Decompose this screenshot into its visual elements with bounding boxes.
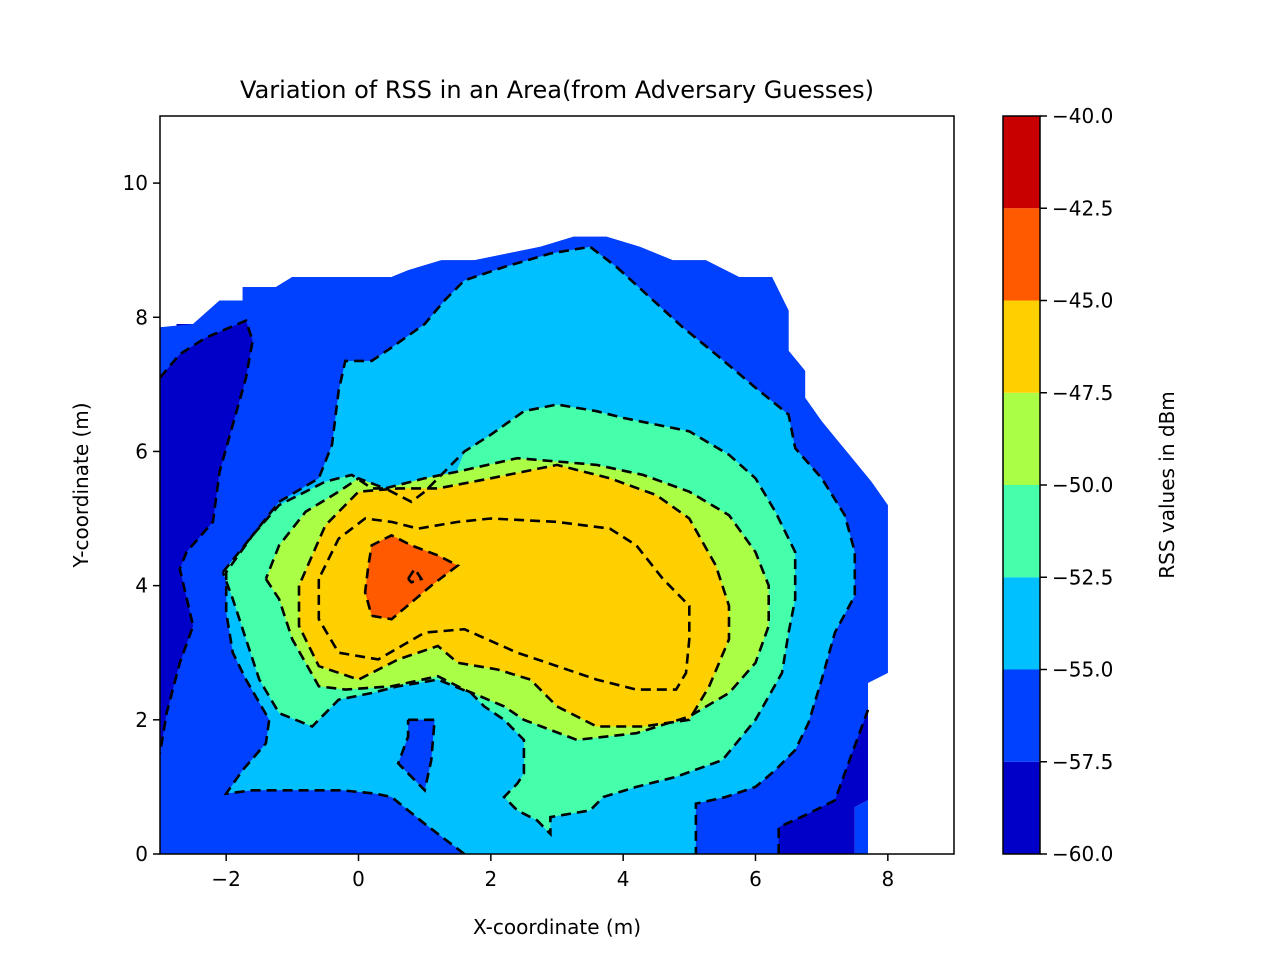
- x-axis-label: X-coordinate (m): [473, 915, 641, 939]
- colorbar-tick-label: −40.0: [1052, 104, 1113, 128]
- y-axis-label: Y-coordinate (m): [69, 402, 93, 568]
- contour-line-8: [317, 517, 691, 691]
- colorbar-band-7: [1003, 116, 1040, 209]
- y-tick-label: 4: [135, 574, 148, 598]
- contour-line-10: [407, 566, 424, 584]
- contour-region-1: [160, 236, 888, 854]
- plot-frame: [159, 115, 955, 855]
- colorbar-tick-label: −60.0: [1052, 842, 1113, 866]
- chart-title: Variation of RSS in an Area(from Adversa…: [240, 76, 874, 104]
- contour-line-0: [160, 318, 254, 754]
- x-tick-label: −2: [211, 867, 240, 891]
- contour-line-5: [221, 403, 797, 838]
- contour-line-3: [223, 245, 618, 854]
- contour-line-9: [363, 533, 461, 621]
- contour-region-8: [365, 535, 458, 620]
- colorbar-band-0: [1003, 761, 1040, 854]
- x-tick-label: 6: [749, 867, 762, 891]
- plot-area: [160, 116, 954, 854]
- contour-line-1: [615, 266, 857, 854]
- contour-line-6: [264, 456, 771, 742]
- y-tick-label: 8: [135, 305, 148, 329]
- colorbar-band-3: [1003, 485, 1040, 578]
- contour-line-2: [777, 709, 870, 854]
- colorbar-band-2: [1003, 577, 1040, 670]
- contour-region-3: [398, 719, 435, 791]
- colorbar-band-1: [1003, 669, 1040, 762]
- colorbar-tick-label: −57.5: [1052, 750, 1113, 774]
- contour-line-4: [396, 718, 437, 793]
- colorbar-tick-label: −42.5: [1052, 196, 1113, 220]
- x-tick-label: 4: [617, 867, 630, 891]
- colorbar-label: RSS values in dBm: [1155, 391, 1179, 579]
- x-tick-label: 8: [881, 867, 894, 891]
- colorbar-tick-label: −45.0: [1052, 289, 1113, 313]
- y-tick-label: 0: [135, 842, 148, 866]
- colorbar-band-4: [1003, 392, 1040, 485]
- x-tick-label: 2: [484, 867, 497, 891]
- x-axis: −2 0 2 4 6 8: [211, 854, 894, 891]
- y-tick-label: 2: [135, 708, 148, 732]
- colorbar-tick-label: −47.5: [1052, 381, 1113, 405]
- y-tick-label: 6: [135, 439, 148, 463]
- colorbar: −40.0 −42.5 −45.0 −47.5 −50.0 −52.5 −55.0 −57.5…: [1002, 104, 1113, 866]
- colorbar-tick-label: −55.0: [1052, 658, 1113, 682]
- contour-line-7: [297, 463, 731, 728]
- colorbar-band-5: [1003, 300, 1040, 393]
- x-tick-label: 0: [352, 867, 365, 891]
- colorbar-tick-label: −50.0: [1052, 473, 1113, 497]
- contour-lines: [160, 245, 870, 854]
- colorbar-tick-label: −52.5: [1052, 565, 1113, 589]
- contour-regions: [160, 236, 888, 854]
- colorbar-band-6: [1003, 208, 1040, 301]
- y-axis: 0 2 4 6 8 10: [123, 171, 160, 866]
- y-tick-label: 10: [123, 171, 148, 195]
